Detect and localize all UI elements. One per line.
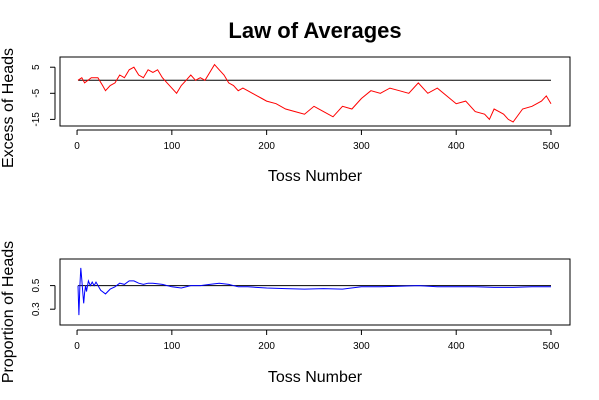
- x-tick-label: 0: [74, 141, 80, 152]
- y-axis-ticks: 0.5 0.3: [31, 278, 56, 316]
- x-axis-ticks: 0 100 200 300 400 500: [74, 129, 560, 152]
- x-tick-label: 0: [74, 341, 80, 352]
- x-axis-label: Toss Number: [268, 369, 363, 386]
- x-tick-label: 500: [543, 341, 560, 352]
- x-tick-label: 100: [163, 341, 180, 352]
- y-tick-label: -5: [31, 88, 42, 97]
- panel-frame: [59, 258, 571, 326]
- chart-title: Law of Averages: [228, 18, 401, 43]
- y-axis-ticks: 5 -5 -15: [31, 64, 56, 127]
- x-tick-label: 400: [448, 141, 465, 152]
- y-axis-label: Excess of Heads: [0, 48, 17, 168]
- x-tick-label: 200: [258, 341, 275, 352]
- y-tick-label: 0.3: [31, 302, 42, 316]
- x-tick-label: 300: [353, 341, 370, 352]
- x-tick-label: 500: [543, 141, 560, 152]
- x-tick-label: 400: [448, 341, 465, 352]
- x-axis-ticks: 0 100 200 300 400 500: [74, 329, 560, 352]
- x-tick-label: 300: [353, 141, 370, 152]
- series-line: [77, 63, 552, 123]
- panel-frame: [59, 56, 571, 127]
- y-tick-label: 5: [31, 64, 42, 70]
- y-axis-label: Proportion of Heads: [0, 241, 17, 383]
- x-axis-label: Toss Number: [268, 168, 363, 185]
- x-tick-label: 200: [258, 141, 275, 152]
- excess-of-heads-panel: 0 100 200 300 400 500 5 -5 -15 Toss Number Exce…: [0, 48, 571, 185]
- proportion-of-heads-panel: 0 100 200 300 400 500 0.5 0.3 Toss Number Prop…: [0, 241, 571, 386]
- x-tick-label: 100: [163, 141, 180, 152]
- y-tick-label: -15: [31, 112, 42, 127]
- series-line: [77, 267, 551, 316]
- y-tick-label: 0.5: [31, 278, 42, 292]
